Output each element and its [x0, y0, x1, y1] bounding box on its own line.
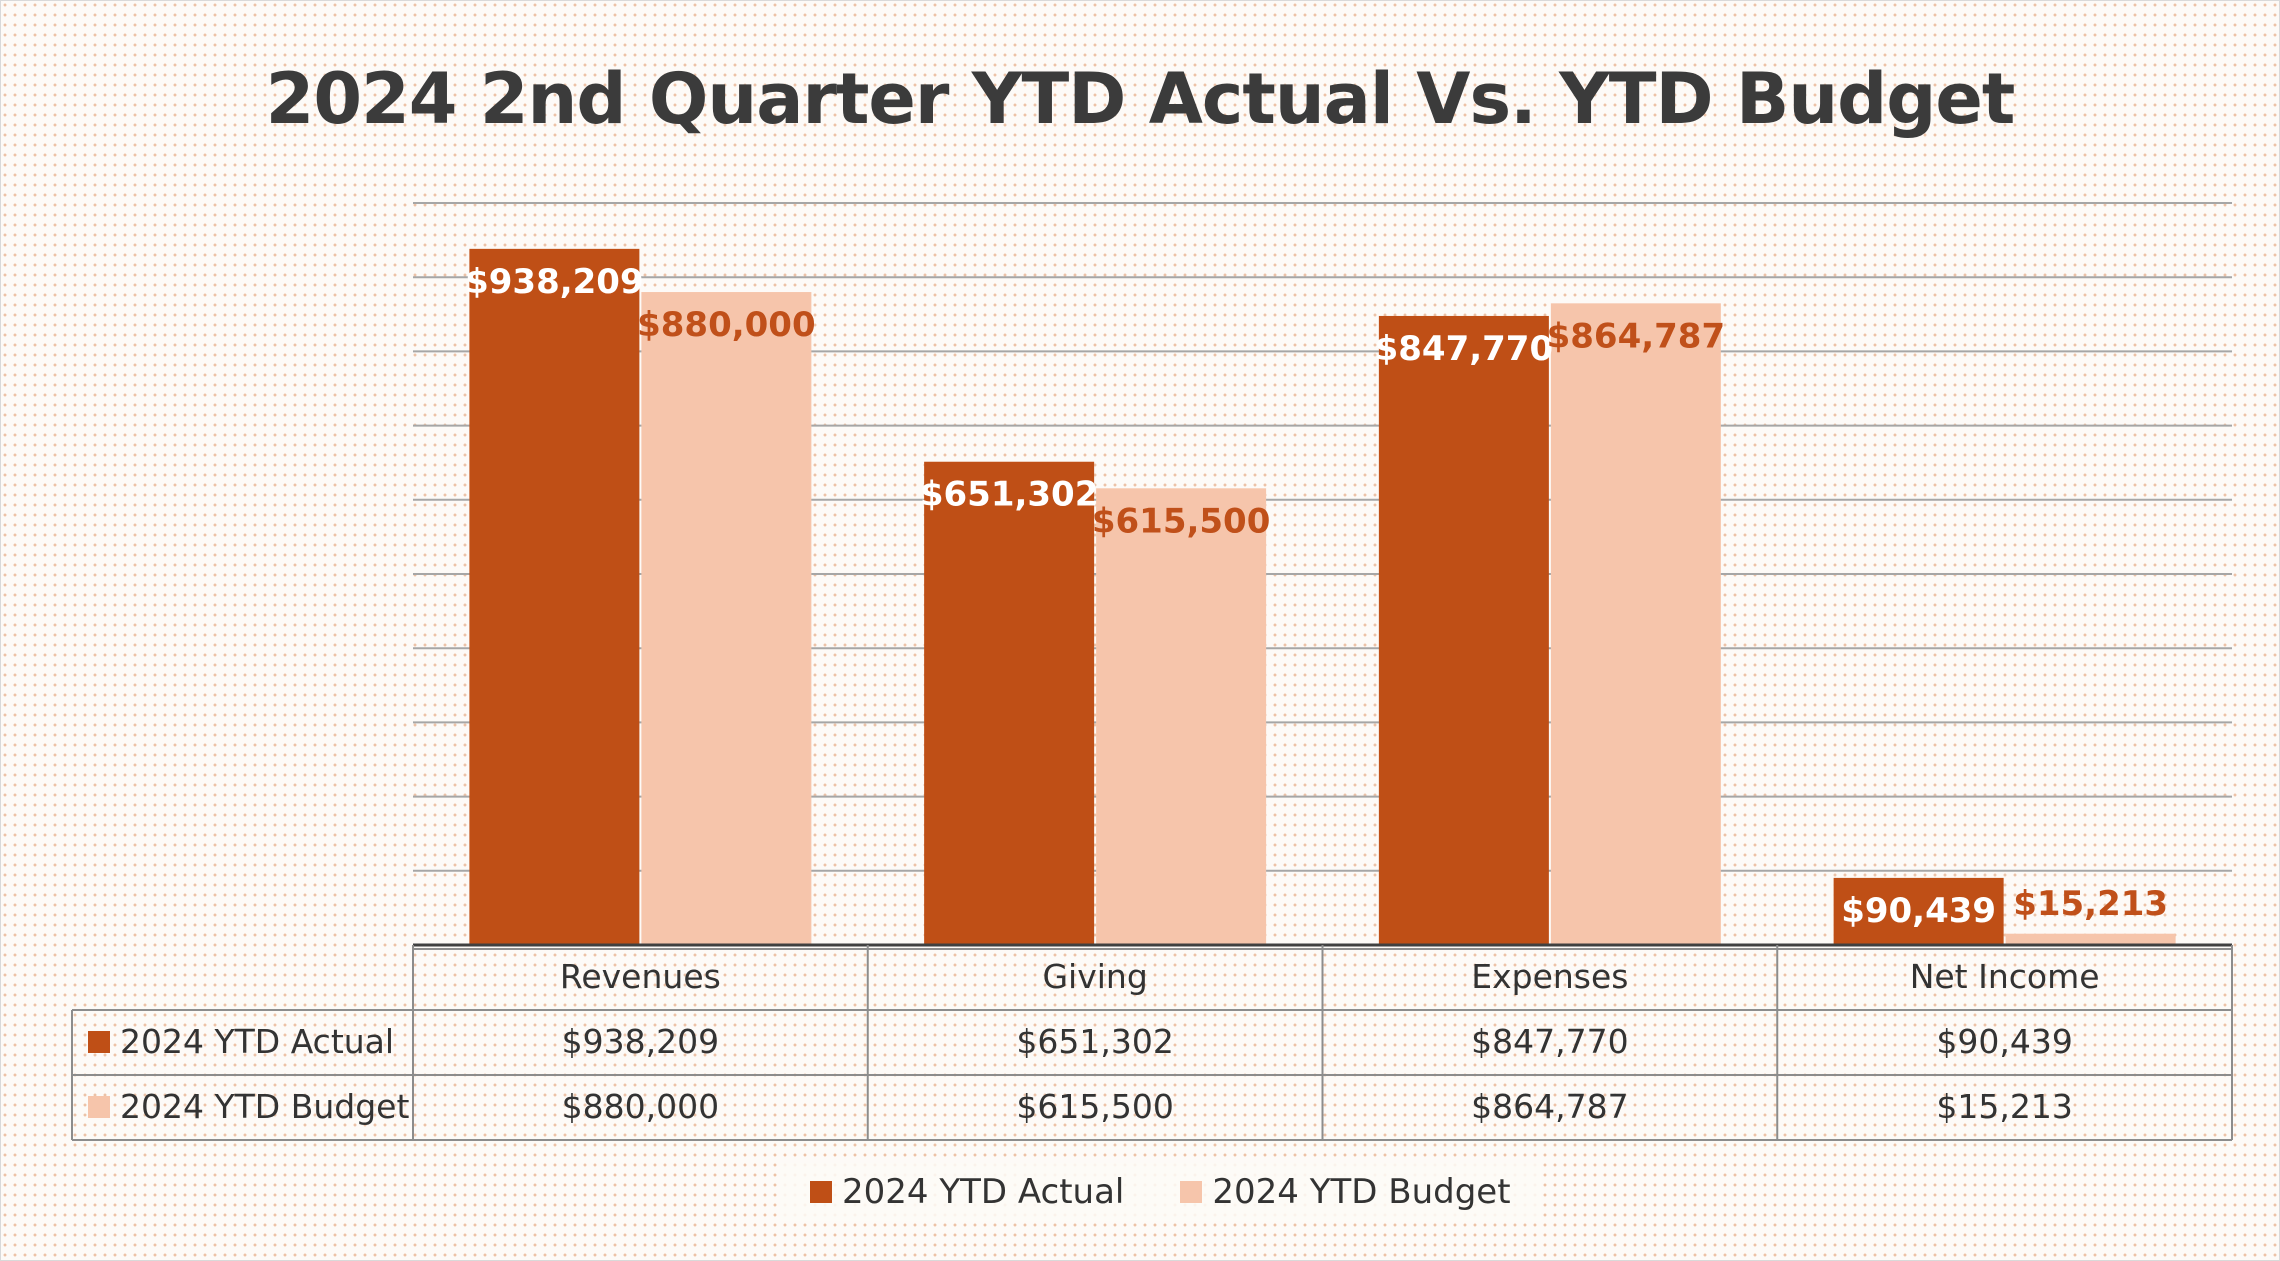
table-cell: $651,302: [1016, 1022, 1173, 1061]
data-label: $90,439: [1841, 891, 1996, 931]
data-label: $847,770: [1375, 329, 1554, 369]
table-legend-key: [88, 1031, 110, 1053]
data-label-group: $938,209$880,000 $651,302$615,500 $847,770…: [465, 262, 2168, 931]
legend-label-budget: 2024 YTD Budget: [1212, 1172, 1511, 1212]
bar-actual-expenses: [1378, 315, 1549, 945]
data-label: $615,500: [1092, 501, 1271, 541]
category-label: Revenues: [560, 957, 721, 996]
data-label: $15,213: [2013, 884, 2168, 924]
table-cell: $880,000: [562, 1087, 719, 1126]
data-table: Revenues Giving Expenses Net Income 2024 YTD…: [71, 943, 2233, 1141]
table-cell: $15,213: [1936, 1087, 2072, 1126]
category-label: Expenses: [1471, 957, 1628, 996]
bar-actual-net-income: [1833, 877, 2004, 945]
table-cell: $615,500: [1016, 1087, 1173, 1126]
bar-actual-giving: [924, 461, 1095, 945]
category-label: Net Income: [1910, 957, 2100, 996]
data-label: $651,302: [920, 475, 1099, 515]
legend: 2024 YTD Actual 2024 YTD Budget: [780, 1163, 1541, 1221]
table-cell: $847,770: [1471, 1022, 1628, 1061]
category-label: Giving: [1042, 957, 1147, 996]
table-row-header: 2024 YTD Actual: [120, 1022, 394, 1061]
bar-budget-expenses: [1550, 303, 1721, 946]
legend-label-actual: 2024 YTD Actual: [842, 1172, 1125, 1212]
legend-swatch-actual: [810, 1181, 832, 1203]
table-legend-key: [88, 1096, 110, 1118]
legend-item-actual: 2024 YTD Actual: [810, 1172, 1124, 1212]
table-cell: $90,439: [1936, 1022, 2072, 1061]
data-label: $864,787: [1547, 316, 1726, 356]
table-cell: $938,209: [562, 1022, 719, 1061]
legend-swatch-budget: [1180, 1181, 1203, 1203]
bar-budget-revenues: [641, 292, 812, 945]
data-label: $880,000: [637, 305, 816, 345]
bar-actual-revenues: [469, 248, 640, 945]
table-row-header: 2024 YTD Budget: [120, 1087, 409, 1126]
bar-budget-giving: [1096, 488, 1267, 945]
legend-item-budget: 2024 YTD Budget: [1180, 1172, 1511, 1212]
data-label: $938,209: [465, 262, 644, 302]
bar-budget-net-income: [2005, 933, 2176, 945]
table-cell: $864,787: [1471, 1087, 1628, 1126]
chart-title: 2024 2nd Quarter YTD Actual Vs. YTD Budg…: [265, 58, 2016, 140]
bar-group: [469, 248, 2176, 946]
